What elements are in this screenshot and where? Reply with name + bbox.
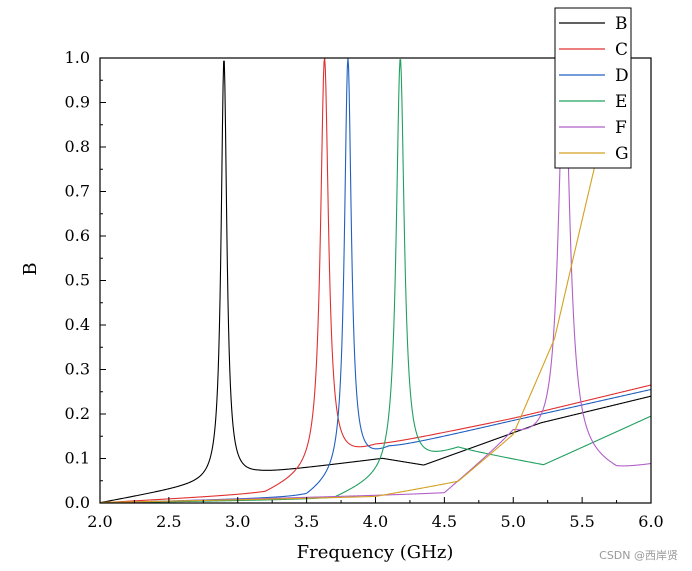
y-tick-label: 0.4 <box>65 315 90 334</box>
watermark: CSDN @西岸贤 <box>599 549 678 562</box>
y-tick-label: 0.2 <box>65 404 90 423</box>
legend-box <box>554 7 632 169</box>
y-tick-label: 0.6 <box>65 226 90 245</box>
y-tick-label: 1.0 <box>65 48 90 67</box>
y-tick-label: 0.9 <box>65 93 90 112</box>
y-tick-label: 0.1 <box>65 449 90 468</box>
x-tick-label: 2.0 <box>87 512 112 531</box>
legend-label-E: E <box>615 92 627 112</box>
y-tick-label: 0.0 <box>65 493 90 512</box>
y-axis-title: B <box>20 262 41 275</box>
legend-label-D: D <box>615 66 629 86</box>
x-axis-title: Frequency (GHz) <box>297 542 454 563</box>
x-tick-label: 5.5 <box>569 512 594 531</box>
y-tick-label: 0.3 <box>65 360 90 379</box>
legend-label-C: C <box>615 40 628 60</box>
x-tick-label: 4.0 <box>363 512 388 531</box>
series-line-B <box>100 60 651 503</box>
y-tick-label: 0.8 <box>65 137 90 156</box>
x-tick-label: 4.5 <box>432 512 457 531</box>
x-tick-label: 3.0 <box>225 512 250 531</box>
y-tick-label: 0.7 <box>65 182 90 201</box>
series-line-C <box>100 58 651 503</box>
legend-label-G: G <box>615 144 629 164</box>
x-tick-label: 5.0 <box>501 512 526 531</box>
series-line-E <box>100 59 651 503</box>
legend-label-B: B <box>615 14 628 34</box>
x-tick-label: 6.0 <box>638 512 663 531</box>
legend-label-F: F <box>615 118 627 138</box>
series-line-G <box>100 58 651 503</box>
x-tick-label: 2.5 <box>156 512 181 531</box>
x-tick-label: 3.5 <box>294 512 319 531</box>
y-tick-label: 0.5 <box>65 271 90 290</box>
